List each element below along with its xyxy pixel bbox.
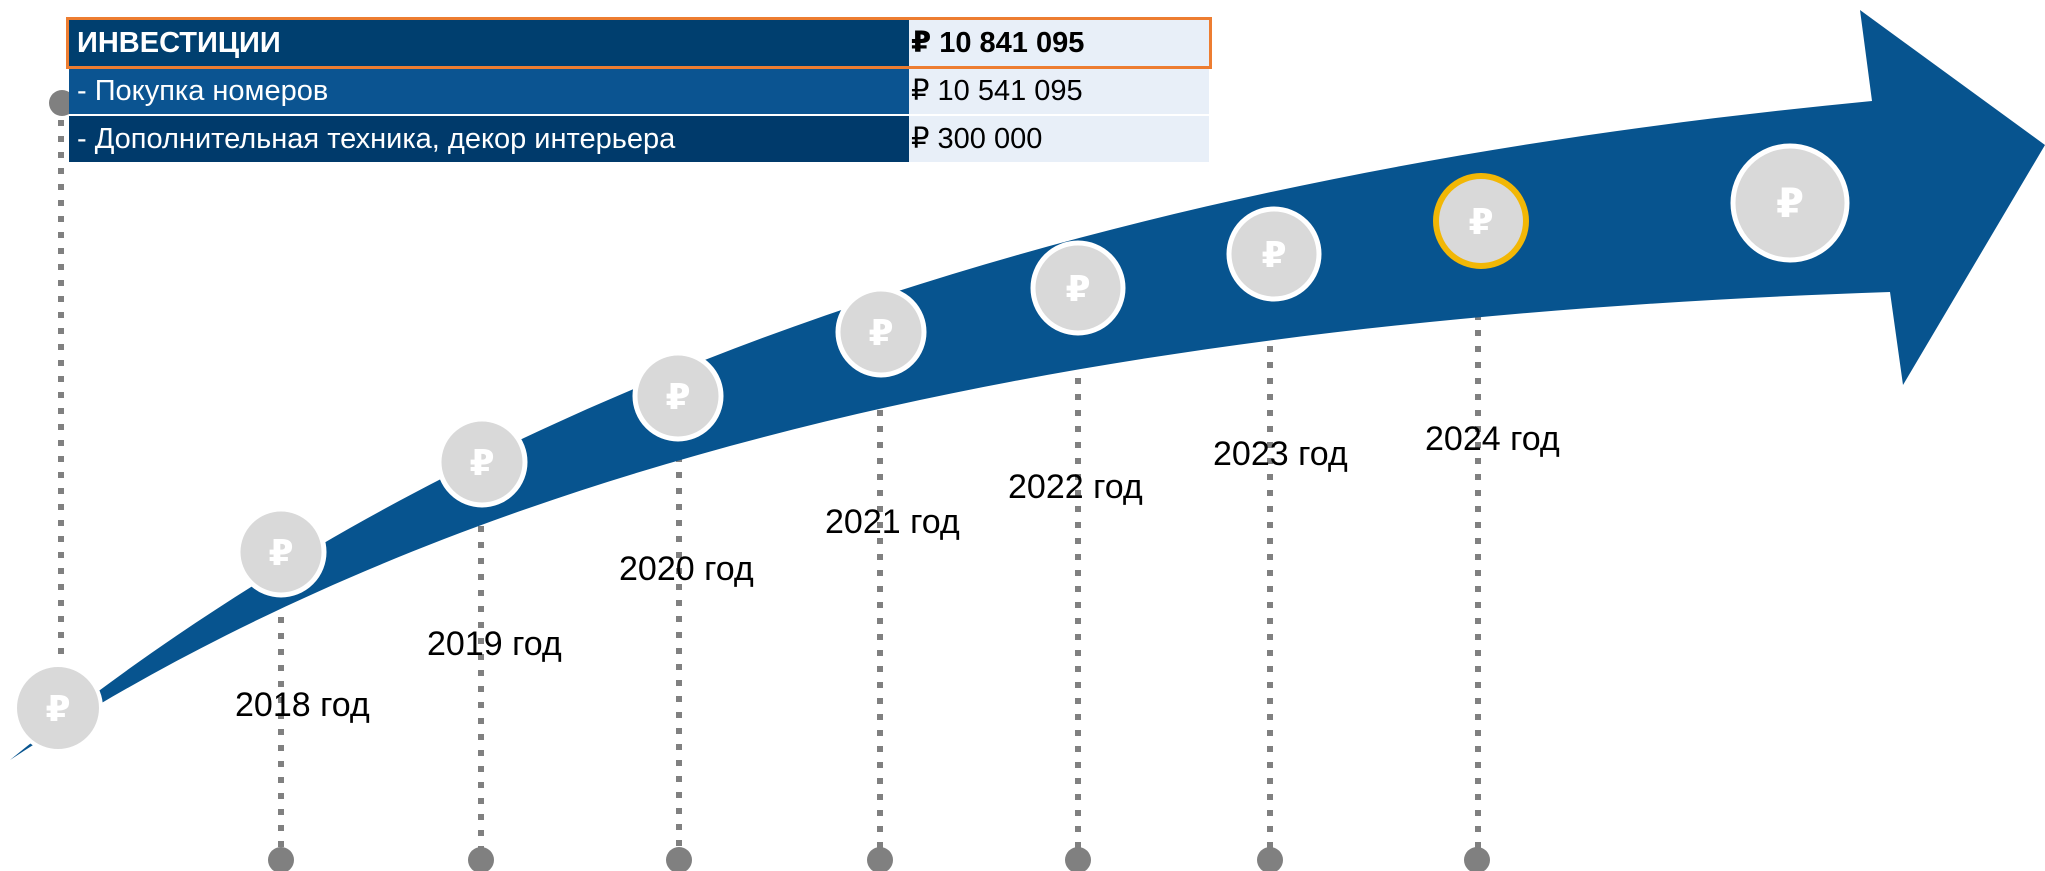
guide-dot-2023	[1257, 847, 1283, 871]
guide-dot-2022	[1065, 847, 1091, 871]
investment-row-equipment: - Дополнительная техника, декор интерьер…	[69, 116, 1209, 162]
guide-dot-2018	[268, 847, 294, 871]
coin-2022-symbol: ₽	[1065, 268, 1090, 309]
coin-2021: ₽	[835, 286, 927, 378]
year-label-2024: 2024 год	[1425, 420, 1560, 458]
guide-dot-2019	[468, 847, 494, 871]
year-label-2020: 2020 год	[619, 550, 754, 588]
coin-2022-circle	[1030, 240, 1126, 336]
coin-2023-circle	[1226, 206, 1322, 302]
coin-2020-symbol: ₽	[665, 376, 690, 417]
coin-2019-symbol: ₽	[469, 442, 494, 483]
year-label-2018: 2018 год	[235, 686, 370, 724]
coin-2024-circle	[1433, 173, 1529, 269]
coin-2021-symbol: ₽	[868, 312, 893, 353]
guide-dot-2024	[1464, 847, 1490, 871]
investment-header-row: ИНВЕСТИЦИИ ₽ 10 841 095	[69, 20, 1209, 66]
coin-2018-circle	[235, 506, 327, 598]
coin-2022: ₽	[1030, 240, 1126, 336]
investment-header-value: ₽ 10 841 095	[909, 20, 1209, 66]
coin-future-circle	[1730, 143, 1850, 263]
investment-row-rooms-value: ₽ 10 541 095	[909, 68, 1209, 114]
coin-2024-symbol: ₽	[1468, 201, 1493, 242]
coin-2018: ₽	[235, 506, 327, 598]
coin-2023-symbol: ₽	[1261, 234, 1286, 275]
investment-row-equipment-value: ₽ 300 000	[909, 116, 1209, 162]
coin-future: ₽	[1730, 143, 1850, 263]
guide-dots	[49, 90, 1490, 871]
investment-row-equipment-label: - Дополнительная техника, декор интерьер…	[69, 116, 909, 162]
guide-dot-2021	[867, 847, 893, 871]
guide-dot-top	[49, 90, 75, 116]
dotted-guide-lines	[58, 104, 1481, 858]
coin-2024: ₽	[1433, 173, 1529, 269]
coin-2023: ₽	[1226, 206, 1322, 302]
investment-header-label: ИНВЕСТИЦИИ	[69, 20, 909, 66]
investment-row-rooms: - Покупка номеров ₽ 10 541 095	[69, 68, 1209, 114]
year-label-2021: 2021 год	[825, 503, 960, 541]
coin-2019: ₽	[436, 416, 528, 508]
investment-table: ИНВЕСТИЦИИ ₽ 10 841 095 - Покупка номеро…	[69, 20, 1209, 164]
year-label-2022: 2022 год	[1008, 468, 1143, 506]
coin-2018-symbol: ₽	[268, 532, 293, 573]
coin-future-symbol: ₽	[1776, 182, 1804, 226]
year-label-2023: 2023 год	[1213, 435, 1348, 473]
coin-2020: ₽	[632, 350, 724, 442]
investment-row-rooms-label: - Покупка номеров	[69, 68, 909, 114]
coin-start: ₽	[13, 663, 103, 753]
guide-dot-2020	[666, 847, 692, 871]
growth-arrow	[10, 10, 2045, 760]
coin-2021-circle	[835, 286, 927, 378]
coin-start-symbol: ₽	[45, 688, 70, 729]
coin-start-circle	[13, 663, 103, 753]
coin-2020-circle	[632, 350, 724, 442]
coin-2019-circle	[436, 416, 528, 508]
year-label-2019: 2019 год	[427, 625, 562, 663]
